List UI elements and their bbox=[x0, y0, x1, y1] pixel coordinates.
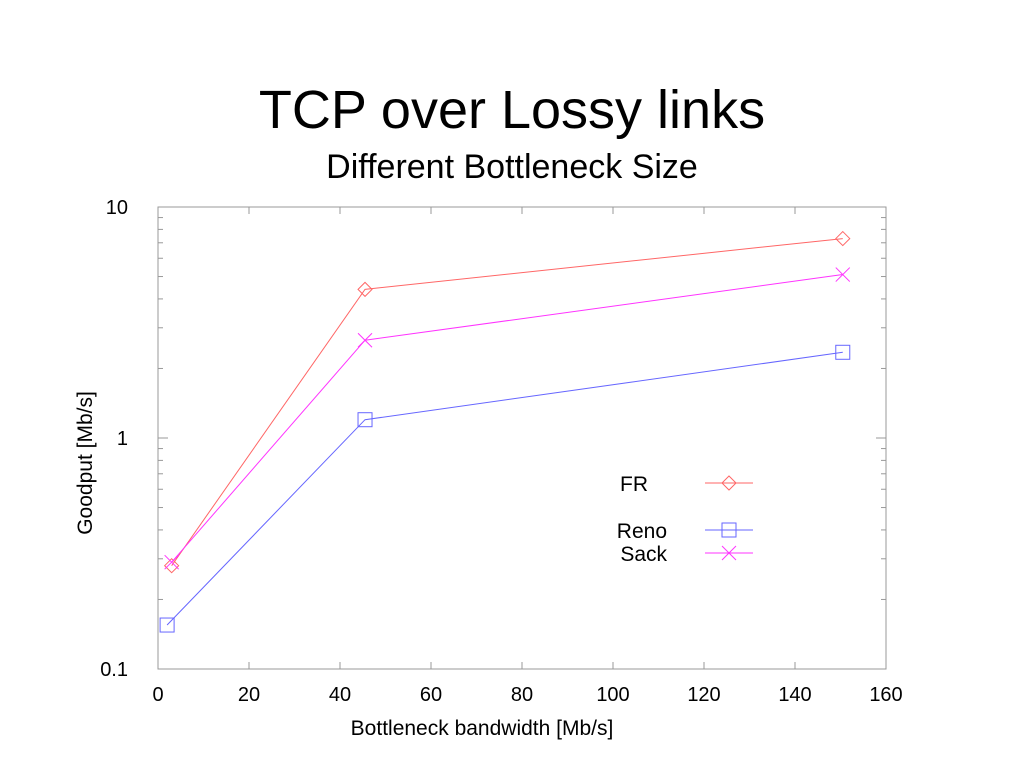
data-point-reno bbox=[357, 412, 373, 428]
data-point-reno bbox=[159, 617, 175, 633]
x-axis-label: Bottleneck bandwidth [Mb/s] bbox=[351, 717, 614, 740]
marker-stroke bbox=[835, 267, 851, 282]
data-point-fr bbox=[357, 281, 373, 298]
data-point-reno bbox=[835, 344, 851, 360]
y-axis-label: Goodput [Mb/s] bbox=[74, 391, 97, 535]
plot-border bbox=[157, 206, 887, 670]
axis-ticks: 0 20 40 60 80 100 120 140 160 0.1 1 10 bbox=[100, 197, 903, 706]
series-line-sack bbox=[171, 274, 843, 563]
data-point-sack bbox=[164, 554, 180, 570]
legend-marker-fr bbox=[721, 475, 737, 491]
data-point-fr bbox=[163, 557, 180, 574]
data-point-sack bbox=[835, 267, 851, 282]
x-tick-label: 60 bbox=[420, 684, 442, 706]
x-tick-label: 0 bbox=[152, 684, 163, 706]
series-layer bbox=[159, 230, 851, 633]
marker-stroke bbox=[357, 332, 373, 348]
x-tick-label: 120 bbox=[687, 684, 720, 706]
y-tick-label: 10 bbox=[106, 197, 128, 219]
legend-label-fr: FR bbox=[620, 473, 648, 496]
data-point-sack bbox=[357, 332, 373, 348]
plot-frame bbox=[157, 206, 887, 670]
page-title: TCP over Lossy links bbox=[258, 80, 766, 140]
page-subtitle: Different Bottleneck Size bbox=[326, 148, 698, 186]
x-tick-label: 20 bbox=[238, 684, 260, 706]
x-tick-label: 100 bbox=[596, 684, 629, 706]
legend-label-sack: Sack bbox=[620, 543, 667, 566]
legend-marker-reno bbox=[721, 522, 737, 538]
x-tick-label: 80 bbox=[511, 684, 533, 706]
data-point-fr bbox=[835, 230, 851, 247]
x-tick-label: 140 bbox=[778, 684, 811, 706]
x-tick-label: 160 bbox=[869, 684, 902, 706]
legend-marker-sack bbox=[721, 545, 737, 561]
y-tick-label: 0.1 bbox=[100, 659, 128, 681]
y-tick-label: 1 bbox=[117, 428, 128, 450]
series-line-reno bbox=[166, 351, 843, 626]
x-tick-label: 40 bbox=[329, 684, 351, 706]
series-line-fr bbox=[171, 238, 843, 566]
marker-stroke bbox=[721, 545, 737, 561]
marker-stroke bbox=[164, 554, 180, 570]
legend-label-reno: Reno bbox=[617, 520, 667, 543]
